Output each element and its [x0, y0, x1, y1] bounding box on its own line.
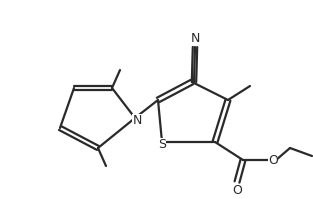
Text: O: O: [268, 153, 278, 167]
Text: N: N: [132, 113, 142, 127]
Text: O: O: [232, 183, 242, 196]
Text: S: S: [158, 138, 166, 150]
Text: N: N: [190, 32, 200, 46]
